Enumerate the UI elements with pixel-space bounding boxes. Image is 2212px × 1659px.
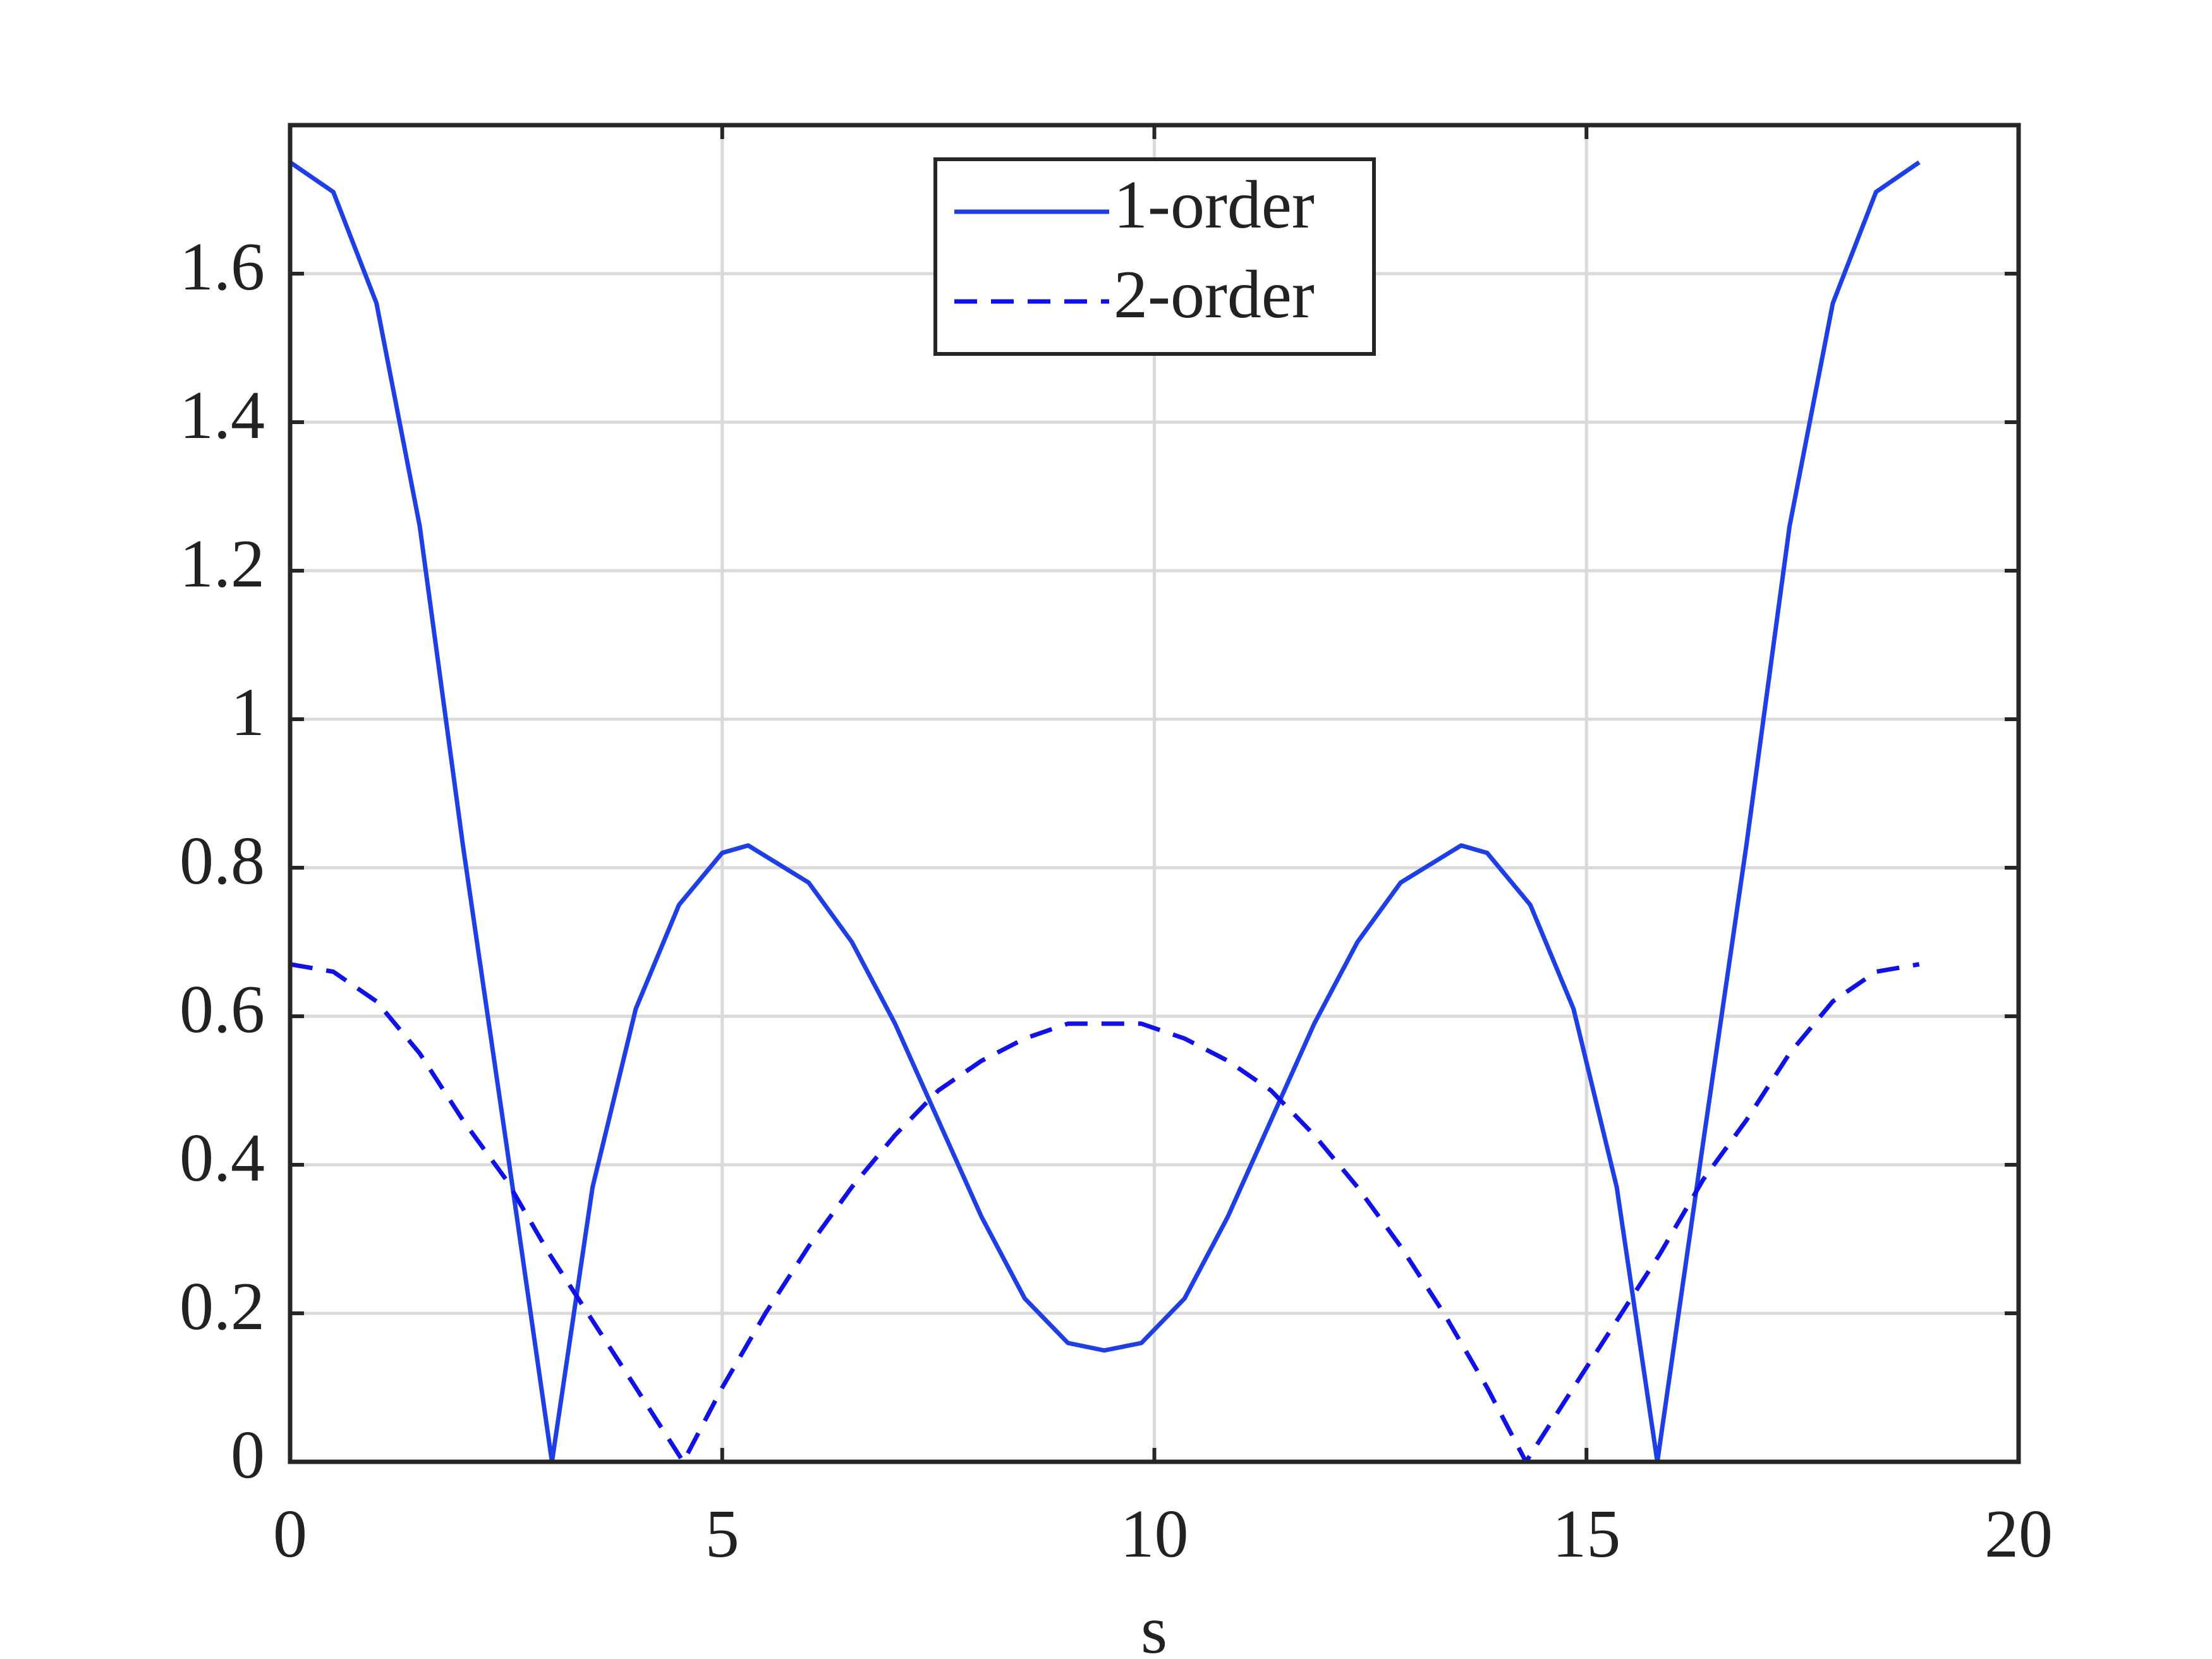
y-tick-label: 0.8 — [179, 823, 265, 899]
x-axis-label: s — [1141, 1593, 1167, 1659]
x-tick-label: 0 — [273, 1497, 307, 1572]
x-tick-label: 5 — [705, 1497, 739, 1572]
y-tick-label: 0 — [231, 1418, 265, 1493]
y-tick-label: 0.4 — [179, 1121, 265, 1196]
x-tick-label: 20 — [1984, 1497, 2053, 1572]
legend-label: 2-order — [1114, 257, 1315, 332]
legend-box — [933, 157, 1376, 356]
y-tick-label: 1 — [231, 675, 265, 750]
y-tick-label: 0.6 — [179, 972, 265, 1047]
legend-label: 1-order — [1114, 167, 1315, 243]
y-tick-label: 1.2 — [179, 526, 265, 602]
y-tick-label: 1.6 — [179, 229, 265, 305]
y-tick-label: 1.4 — [179, 378, 265, 453]
x-tick-label: 15 — [1552, 1497, 1620, 1572]
plot-frame — [288, 123, 2021, 1464]
data-line — [289, 160, 1921, 1464]
y-tick-label: 0.2 — [179, 1269, 265, 1344]
data-line — [289, 962, 1920, 1464]
x-tick-label: 10 — [1121, 1497, 1189, 1572]
